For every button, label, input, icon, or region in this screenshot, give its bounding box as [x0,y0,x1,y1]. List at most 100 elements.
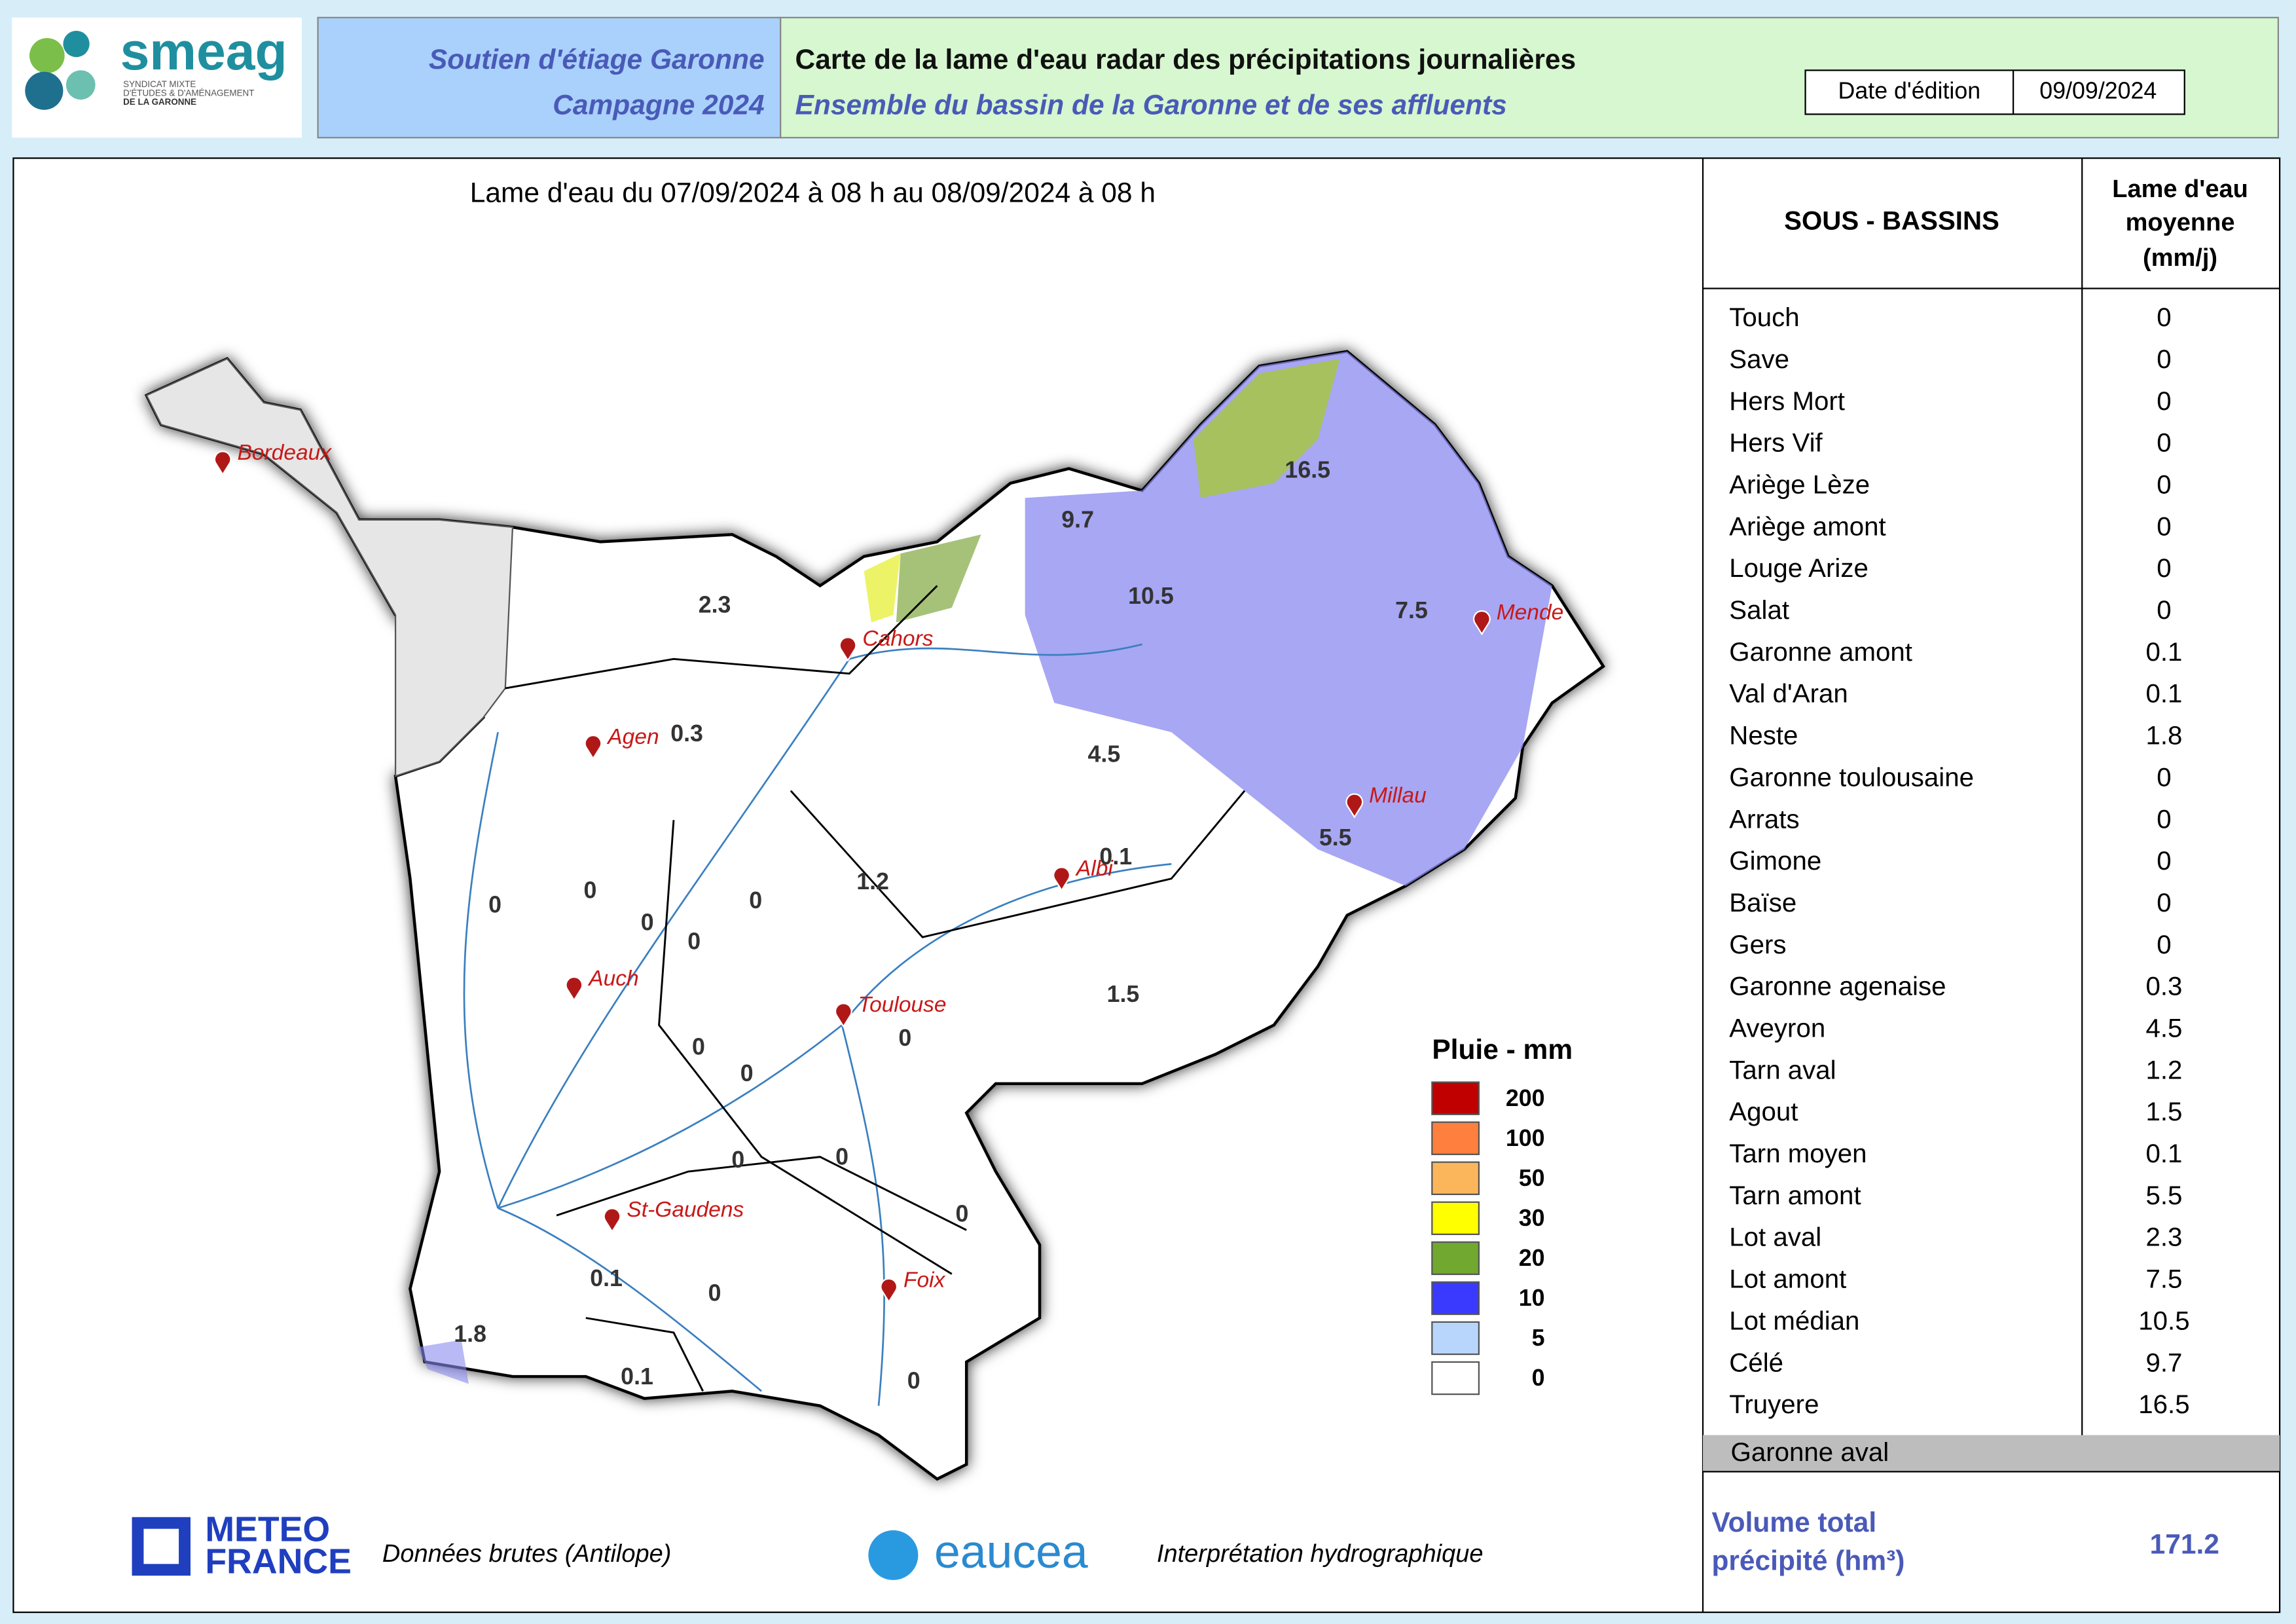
date-label: Date d'édition [1838,77,1981,103]
basin-name: Gimone [1729,846,1821,876]
city-pin [1345,793,1364,819]
city-label: St-Gaudens [627,1198,744,1222]
basin-rain: 0.1 [2145,679,2182,709]
legend-label: 20 [1519,1245,1545,1271]
basin-name: Val d'Aran [1729,679,1848,709]
rain-area [896,534,981,623]
city-label: Mende [1497,600,1564,625]
city-pin [839,637,857,662]
city-pin [1472,610,1491,636]
basin-name: Tarn aval [1729,1055,1836,1084]
basin-value: 0 [692,1034,705,1060]
rain-area [417,1340,469,1384]
legend-swatch [1431,1161,1480,1196]
basin-rain: 0 [2157,303,2171,332]
table-header: (mm/j) [2143,244,2217,272]
city-pin [880,1278,898,1304]
city-pin [603,1208,621,1233]
basin-value: 0 [749,887,762,913]
legend-swatch [1431,1201,1480,1236]
basin-name: Hers Vif [1729,428,1823,458]
legend-label: 50 [1519,1165,1545,1191]
legend-swatch [1431,1281,1480,1316]
grey-area [145,358,514,777]
table-header: moyenne [2126,209,2235,236]
basin-rain: 0 [2157,804,2171,834]
total-label: précipité (hm³) [1711,1545,1904,1576]
city-label: Auch [587,967,638,991]
basin-value: 1.5 [1107,981,1140,1007]
basin-rain: 5.5 [2145,1181,2182,1210]
logo-shape [65,70,96,100]
basin-rain: 0 [2157,930,2171,959]
basin-rain: 0 [2157,888,2171,917]
basin-name: Garonne toulousaine [1729,762,1974,792]
period: Lame d'eau du 07/09/2024 à 08 h au 08/09… [470,178,1156,209]
eaucea-logo: eaucea [934,1526,1088,1578]
rain-area [1193,358,1340,498]
basin-name: Baïse [1729,888,1796,917]
basin-name: Neste [1729,721,1798,750]
basin-name: Hers Mort [1729,386,1845,416]
basin-name: Aveyron [1729,1013,1825,1043]
basin-value: 1.2 [856,868,889,895]
basin-value: 5.5 [1319,824,1352,851]
city-label: Foix [903,1268,946,1293]
city-pin [565,976,583,1002]
legend-label: 200 [1506,1085,1545,1111]
city-label: Millau [1369,783,1427,807]
city-label: Cahors [862,627,933,651]
last-row: Garonne aval [1731,1437,1889,1467]
basin-value: 0 [835,1143,848,1170]
basin-value: 9.7 [1061,507,1094,533]
basin-name: Gers [1729,930,1786,959]
legend-swatch [1431,1321,1480,1356]
total-label: Volume total [1711,1507,1876,1538]
legend-title: Pluie - mm [1432,1035,1573,1065]
basin-rain: 1.5 [2145,1097,2182,1126]
table-header: Lame d'eau [2112,175,2248,203]
total-value: 171.2 [2150,1530,2219,1560]
basin-rain: 9.7 [2145,1348,2182,1377]
program: Soutien d'étiage Garonne [429,45,765,75]
basin-name: Tarn moyen [1729,1139,1867,1168]
legend-swatch [1431,1361,1480,1395]
last-row-band [1703,1435,2280,1472]
basin-value: 10.5 [1128,583,1174,609]
basin-value: 0 [907,1367,920,1393]
basin-rain: 0 [2157,762,2171,792]
basin-rain: 0 [2157,553,2171,583]
basin-name: Agout [1729,1097,1798,1126]
basin-name: Célé [1729,1348,1783,1377]
basin-value: 0.1 [621,1363,653,1390]
eaucea-note: Interprétation hydrographique [1157,1540,1484,1568]
legend-label: 30 [1519,1205,1545,1231]
basin-name: Save [1729,344,1789,374]
basin-name: Ariège Lèze [1729,470,1870,500]
logo-tagline: SYNDICAT MIXTE [123,79,196,89]
basin-rain: 0 [2157,595,2171,625]
meteo-note: Données brutes (Antilope) [382,1540,671,1568]
basin-rain: 0 [2157,428,2171,458]
city-pin [1053,866,1070,892]
basin-name: Lot médian [1729,1306,1859,1335]
legend-label: 5 [1532,1325,1545,1351]
basin-value: 4.5 [1088,741,1121,767]
basin-value: 0 [488,892,501,918]
basin-name: Garonne agenaise [1729,972,1946,1001]
logo-tagline: D'ÉTUDES & D'AMÉNAGEMENT [123,88,254,98]
basin-value: 0 [740,1060,754,1086]
legend-swatch [1431,1081,1480,1115]
basin-rain: 0 [2157,511,2171,541]
basin-name: Salat [1729,595,1789,625]
basin-rain: 0 [2157,470,2171,500]
basin-value: 16.5 [1285,457,1330,483]
rain-area [864,553,901,623]
basin-value: 0.1 [590,1265,623,1291]
basin-value: 1.8 [454,1321,486,1347]
logo-tagline: DE LA GARONNE [123,97,196,107]
basin-value: 0 [584,877,597,903]
campaign: Campagne 2024 [553,90,764,120]
basin-rain: 1.8 [2145,721,2182,750]
